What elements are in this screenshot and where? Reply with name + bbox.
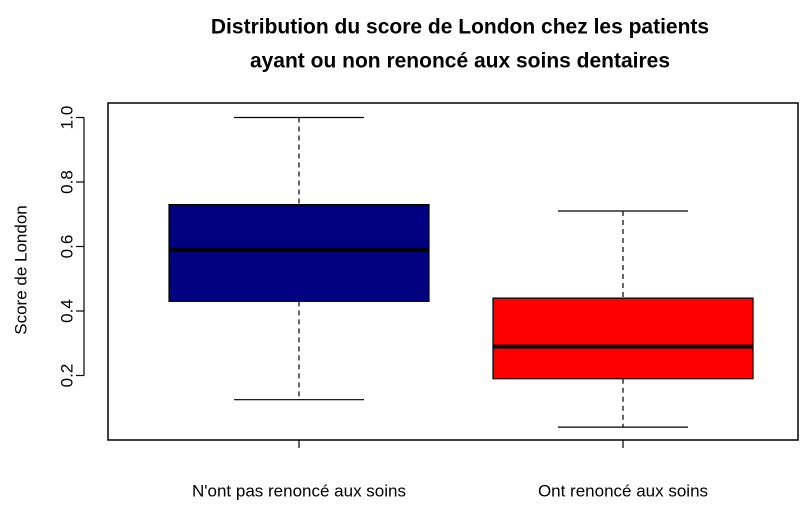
box <box>168 203 430 302</box>
x-tick-label: Ont renoncé aux soins <box>538 481 708 500</box>
y-tick-label: 0.4 <box>57 299 76 323</box>
plot-frame <box>107 102 799 441</box>
chart-title: ayant ou non renoncé aux soins dentaires <box>250 50 670 73</box>
y-axis-label: Score de London <box>11 205 30 335</box>
x-tick-label: N'ont pas renoncé aux soins <box>192 481 406 500</box>
y-tick-label: 0.2 <box>57 364 76 388</box>
box <box>492 297 754 380</box>
chart-title: Distribution du score de London chez les… <box>211 16 709 39</box>
y-tick-label: 1.0 <box>57 106 76 130</box>
y-tick-label: 0.6 <box>57 235 76 259</box>
y-tick-label: 0.8 <box>57 170 76 194</box>
